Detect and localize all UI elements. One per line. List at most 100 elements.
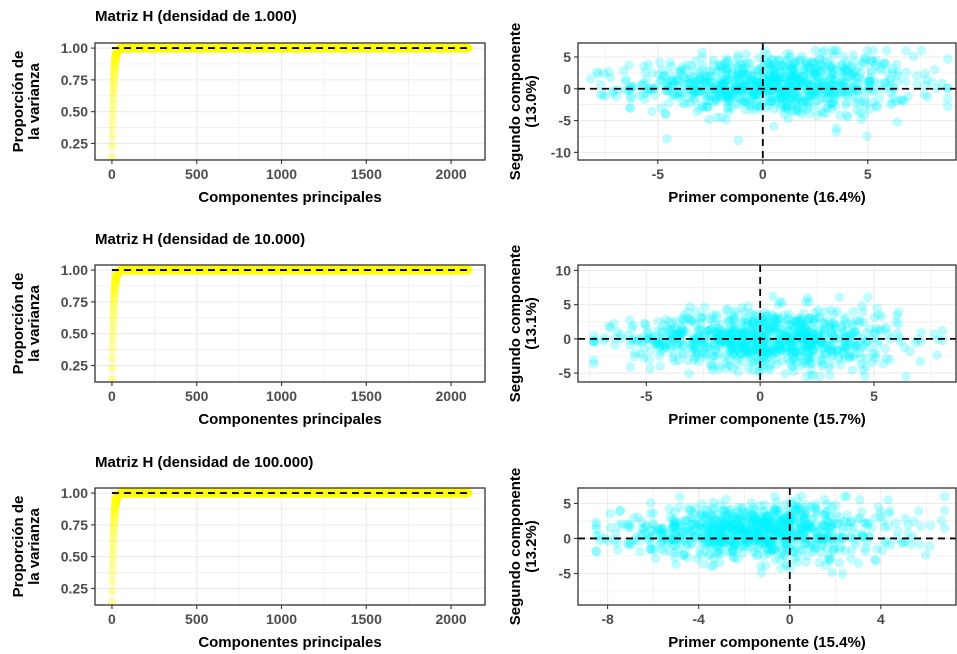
pca-point xyxy=(659,523,669,533)
pca-point xyxy=(680,515,690,526)
pca-point xyxy=(848,342,859,352)
pca-point xyxy=(733,532,744,543)
pca-point xyxy=(784,77,795,88)
pca-point xyxy=(692,106,702,117)
pca-point xyxy=(788,361,798,372)
pca-point xyxy=(702,79,713,89)
pca-point xyxy=(732,525,743,536)
pca-point xyxy=(827,324,838,335)
pca-point xyxy=(735,513,746,524)
pca-point xyxy=(758,324,769,335)
pca-point xyxy=(718,335,729,346)
pca-point xyxy=(718,79,729,89)
pca-point xyxy=(817,522,827,533)
pca-point xyxy=(822,499,833,510)
pca-point xyxy=(730,89,740,100)
variance-point xyxy=(109,294,119,304)
pca-point xyxy=(755,366,765,376)
pca-point xyxy=(647,106,657,117)
pca-point xyxy=(942,101,953,112)
pca-point xyxy=(748,511,759,521)
pca-point xyxy=(704,91,715,101)
pca-point xyxy=(809,344,820,355)
pca-point xyxy=(759,356,769,366)
pca-point xyxy=(806,364,817,374)
pca-point xyxy=(894,332,905,343)
pca-point xyxy=(750,335,761,346)
pca-point xyxy=(801,538,811,549)
pca-point xyxy=(598,89,608,100)
pca-point xyxy=(749,89,760,100)
pca-point xyxy=(733,367,743,377)
pca-point xyxy=(756,517,767,528)
pca-point xyxy=(840,326,851,337)
pca-point xyxy=(668,519,679,530)
variance-panel-3: 0 500 1000 1500 20000.250.500.751.00Componen… xyxy=(10,454,486,651)
pca-point xyxy=(715,330,725,341)
pca-point xyxy=(733,343,744,354)
pca-point xyxy=(705,360,716,371)
pca-point xyxy=(692,553,702,564)
pca-point xyxy=(797,509,807,519)
pca-point xyxy=(786,76,797,87)
pca-point xyxy=(668,88,678,99)
pca-point xyxy=(756,339,767,349)
pca-point xyxy=(893,526,903,537)
pca-point xyxy=(693,330,704,341)
pca-point xyxy=(725,519,735,530)
variance-point xyxy=(109,305,119,315)
pca-point xyxy=(774,514,785,524)
pca-point xyxy=(626,92,637,103)
pca-point xyxy=(615,505,626,516)
pca-point xyxy=(668,521,679,532)
pca-point xyxy=(748,100,758,111)
pca-point xyxy=(678,349,688,359)
pca-point xyxy=(835,541,846,552)
pca-point xyxy=(715,339,725,350)
pca-point xyxy=(728,348,739,359)
pca-point xyxy=(737,325,747,335)
pca-point xyxy=(767,95,778,105)
pca-point xyxy=(689,342,699,353)
pca-point xyxy=(710,327,721,337)
pca-point xyxy=(751,512,762,523)
y-axis-title-line: Segundo componente xyxy=(507,245,524,403)
pca-point xyxy=(783,114,794,124)
pca-point xyxy=(686,71,696,82)
pca-point xyxy=(774,541,785,552)
pca-point xyxy=(670,521,680,531)
pca-point xyxy=(678,315,689,326)
pca-point xyxy=(737,533,747,544)
pca-point xyxy=(841,56,852,67)
pca-point xyxy=(864,76,875,87)
pca-point xyxy=(787,321,798,332)
pca-point xyxy=(834,78,845,88)
pca-point xyxy=(684,368,694,379)
pca-point xyxy=(714,90,725,101)
pca-point xyxy=(870,329,881,339)
pca-point xyxy=(738,339,749,350)
pca-point xyxy=(665,57,675,68)
pca-point xyxy=(797,335,808,345)
variance-point xyxy=(110,505,120,515)
pca-point xyxy=(722,103,733,114)
pca-point xyxy=(814,54,825,65)
variance-point xyxy=(111,277,121,287)
pca-point xyxy=(815,371,825,382)
pca-point xyxy=(752,541,763,552)
pca-point xyxy=(813,72,824,82)
pca-point xyxy=(750,91,760,102)
pca-point xyxy=(651,337,662,348)
pca-point xyxy=(802,346,813,356)
pca-point xyxy=(764,522,775,533)
pca-point xyxy=(721,97,732,107)
pca-point xyxy=(866,55,876,65)
pca-point xyxy=(637,80,648,91)
pca-point xyxy=(807,344,818,354)
pca-point xyxy=(822,87,833,98)
x-tick-label: 0 xyxy=(756,388,764,404)
pca-point xyxy=(823,87,834,98)
pca-point xyxy=(684,526,695,536)
pca-point xyxy=(806,514,817,524)
pca-point xyxy=(783,101,793,112)
